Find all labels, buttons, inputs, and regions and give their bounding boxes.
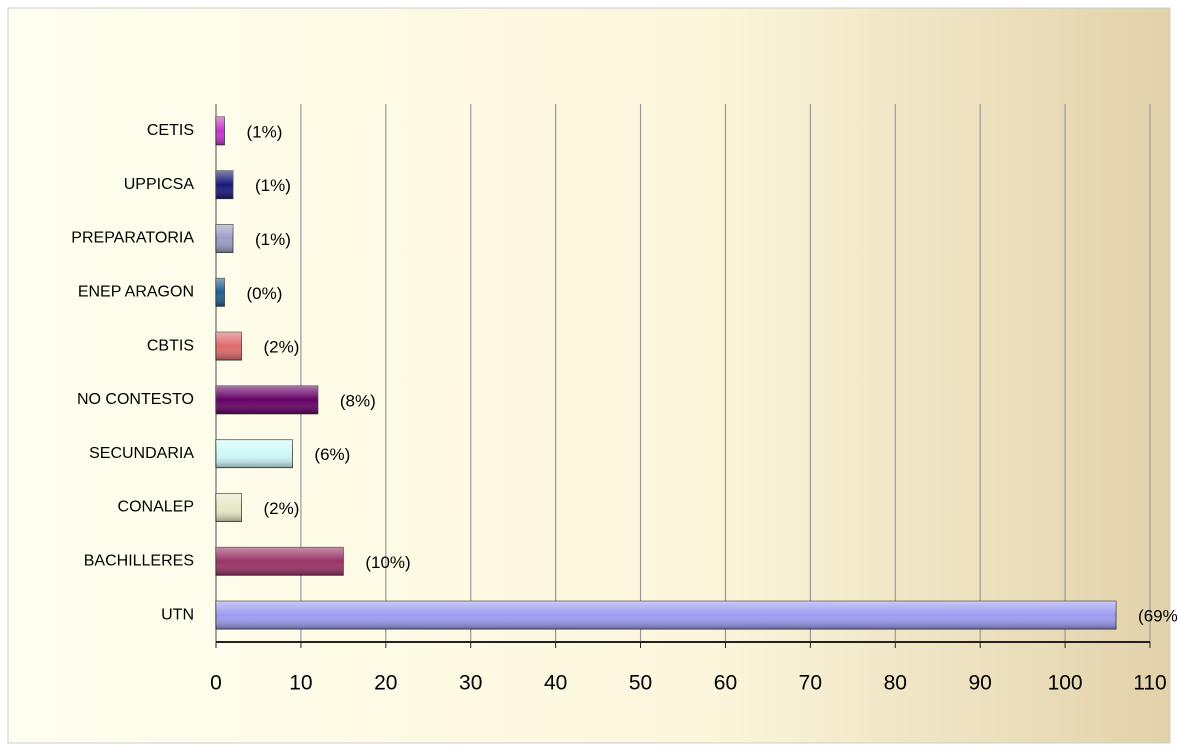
x-tick-label: 100 bbox=[1048, 672, 1083, 695]
data-label: (0%) bbox=[246, 284, 282, 303]
y-tick-label: CBTIS bbox=[147, 337, 194, 354]
bar-shade bbox=[216, 332, 242, 361]
y-tick-label: BACHILLERES bbox=[84, 553, 194, 570]
data-label: (2%) bbox=[263, 338, 299, 357]
data-label: (1%) bbox=[255, 230, 291, 249]
x-tick-label: 0 bbox=[210, 672, 222, 695]
y-tick-label: PREPARATORIA bbox=[71, 230, 194, 247]
data-label: (69%) bbox=[1138, 607, 1178, 626]
x-tick-label: 50 bbox=[629, 672, 652, 695]
x-tick-label: 10 bbox=[289, 672, 312, 695]
bar-shade bbox=[216, 170, 233, 199]
bar-shade bbox=[216, 547, 344, 576]
data-label: (1%) bbox=[246, 122, 282, 141]
y-tick-label: ENEP ARAGON bbox=[78, 284, 194, 301]
bar-shade bbox=[216, 493, 242, 522]
y-tick-label: UPPICSA bbox=[124, 176, 195, 193]
bar-shade bbox=[216, 224, 233, 253]
data-label: (1%) bbox=[255, 176, 291, 195]
y-tick-label: UTN bbox=[161, 606, 194, 623]
data-label: (10%) bbox=[365, 553, 410, 572]
bar-shade bbox=[216, 278, 225, 307]
x-tick-label: 20 bbox=[374, 672, 397, 695]
x-tick-label: 60 bbox=[714, 672, 737, 695]
bar-shade bbox=[216, 385, 318, 414]
x-tick-label: 110 bbox=[1133, 672, 1166, 695]
bar-shade bbox=[216, 601, 1117, 630]
x-tick-label: 40 bbox=[544, 672, 567, 695]
bar-shade bbox=[216, 439, 293, 468]
data-label: (6%) bbox=[314, 445, 350, 464]
data-label: (2%) bbox=[263, 499, 299, 518]
background bbox=[7, 7, 1171, 744]
y-tick-label: SECUNDARIA bbox=[89, 445, 194, 462]
y-tick-label: CONALEP bbox=[118, 499, 194, 516]
x-tick-label: 90 bbox=[969, 672, 992, 695]
x-tick-label: 80 bbox=[884, 672, 907, 695]
x-tick-label: 70 bbox=[799, 672, 822, 695]
x-tick-label: 30 bbox=[459, 672, 482, 695]
y-tick-label: CETIS bbox=[147, 122, 194, 139]
bar-shade bbox=[216, 116, 225, 145]
y-tick-label: NO CONTESTO bbox=[77, 391, 194, 408]
data-label: (8%) bbox=[340, 391, 376, 410]
